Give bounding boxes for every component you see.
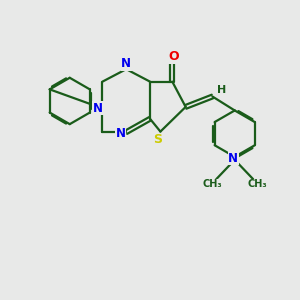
- Text: S: S: [154, 134, 163, 146]
- Text: H: H: [217, 85, 226, 95]
- Text: CH₃: CH₃: [248, 179, 267, 190]
- Text: N: N: [93, 102, 103, 115]
- Text: N: N: [116, 127, 126, 140]
- Text: CH₃: CH₃: [202, 179, 222, 190]
- Text: N: N: [121, 57, 131, 70]
- Text: N: N: [228, 152, 238, 165]
- Text: O: O: [169, 50, 179, 63]
